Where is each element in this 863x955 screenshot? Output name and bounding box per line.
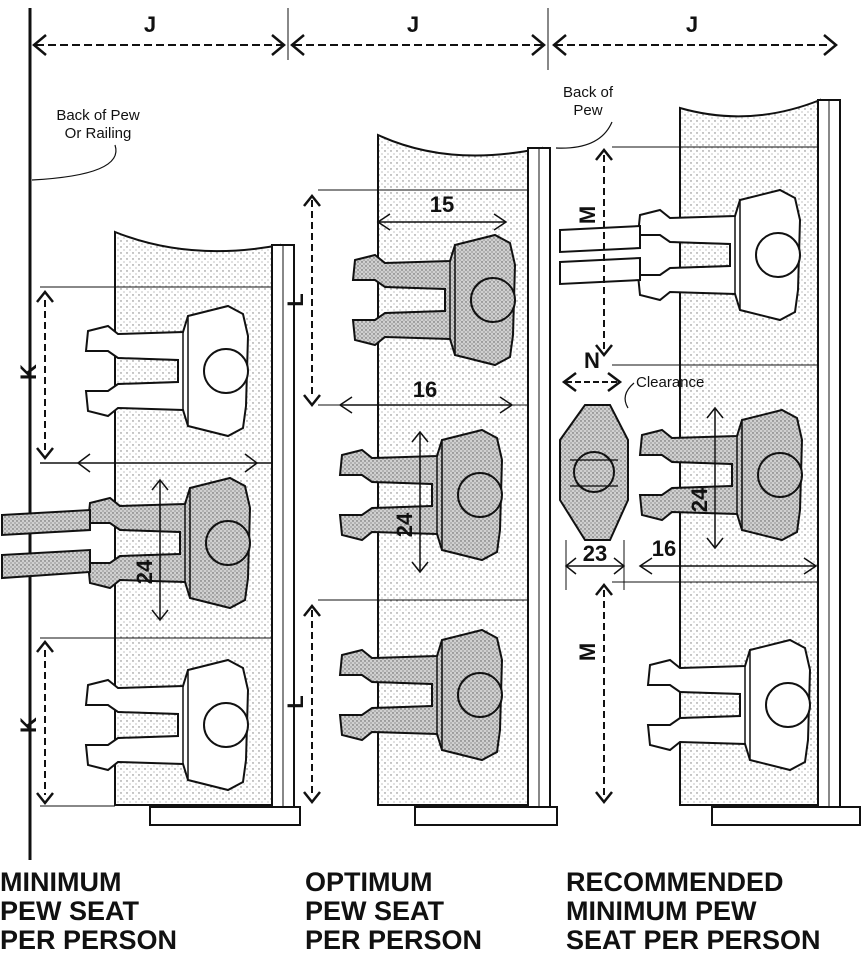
dim-label-j-2: J: [407, 12, 419, 37]
pew-kneeler-2: [414, 806, 558, 826]
dim-label-16-2: 16: [652, 536, 676, 561]
dim-label-24-2: 24: [392, 512, 417, 537]
dim-label-16-1: 16: [413, 377, 437, 402]
dim-label-24-3: 24: [687, 487, 712, 512]
dim-label-l-1: L: [283, 293, 308, 306]
leader-back-of-pew: [555, 121, 613, 149]
figure-legs-3a-lower: [559, 256, 641, 286]
note-clearance: Clearance: [636, 374, 704, 391]
title-recommended: RECOMMENDED MINIMUM PEW SEAT PER PERSON: [566, 867, 821, 955]
panel-minimum: K K 24 Back of Pew Or Railing: [0, 107, 301, 826]
figure-legs-1b-lower: [1, 548, 91, 580]
dim-label-23: 23: [583, 541, 607, 566]
figure-legs-3a-upper: [559, 224, 641, 254]
title-minimum: MINIMUM PEW SEAT PER PERSON: [0, 867, 178, 955]
dim-label-k-2: K: [16, 717, 41, 733]
figure-passing: [559, 404, 629, 541]
dim-label-k-1: K: [16, 364, 41, 380]
note-back-of-pew-line1: Back of: [563, 84, 614, 101]
note-back-of-pew-railing-line1: Back of Pew: [56, 107, 140, 124]
note-back-of-pew-line2: Pew: [573, 102, 602, 119]
title-optimum: OPTIMUM PEW SEAT PER PERSON: [305, 867, 483, 955]
dim-label-15: 15: [430, 192, 454, 217]
pew-kneeler-1: [149, 806, 301, 826]
dim-label-24-1: 24: [132, 559, 157, 584]
dim-label-j-3: J: [686, 12, 698, 37]
dim-label-m-1: M: [575, 206, 600, 224]
panel-recommended: M M N Clearance 23 16 24 Back of Pew: [555, 84, 861, 826]
panel-optimum: L L 15 16 24: [283, 133, 558, 826]
dim-label-m-2: M: [575, 643, 600, 661]
pew-kneeler-3: [711, 806, 861, 826]
dim-label-l-2: L: [283, 695, 308, 708]
dim-label-n: N: [584, 348, 600, 373]
j-dimension-group: J J J: [28, 8, 838, 860]
leader-back-of-pew-railing: [31, 144, 117, 181]
figure-legs-1b-upper: [0, 508, 91, 537]
dim-label-j-1: J: [144, 12, 156, 37]
note-back-of-pew-railing-line2: Or Railing: [65, 125, 132, 142]
